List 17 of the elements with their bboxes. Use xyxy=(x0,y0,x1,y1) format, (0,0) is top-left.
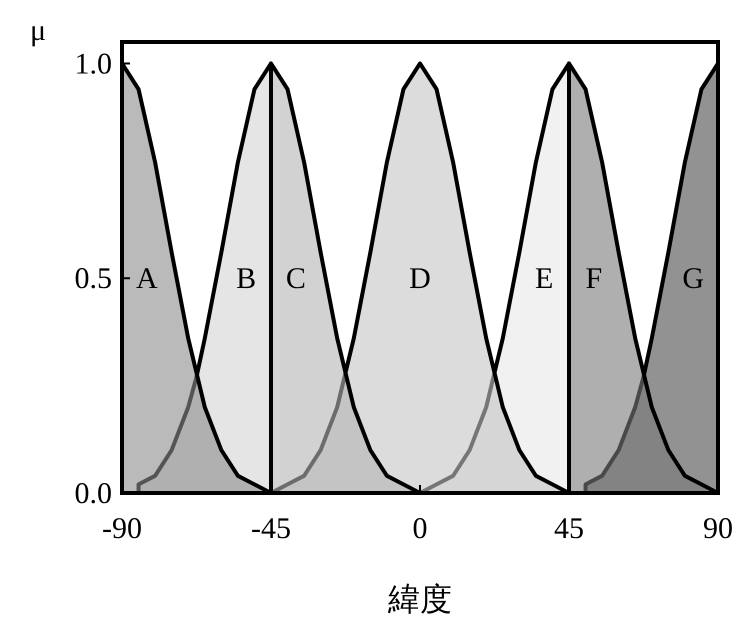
series-label: D xyxy=(409,262,431,296)
y-tick-label: 1.0 xyxy=(74,47,112,80)
x-tick-label: 45 xyxy=(554,512,584,545)
x-tick-label: -45 xyxy=(251,512,291,545)
y-tick-label: 0.0 xyxy=(74,477,112,510)
series-label: B xyxy=(236,262,256,296)
series-label: G xyxy=(682,262,704,296)
x-tick-label: 90 xyxy=(703,512,733,545)
y-axis-title: μ xyxy=(30,14,46,47)
y-tick-label: 0.5 xyxy=(74,262,112,296)
series-label: F xyxy=(585,262,602,296)
x-tick-label: -90 xyxy=(102,512,142,545)
x-tick-label: 0 xyxy=(412,512,428,545)
series-label: E xyxy=(535,262,554,296)
series-label: A xyxy=(136,262,158,296)
x-axis-title: 緯度 xyxy=(387,581,452,617)
series-label: C xyxy=(286,262,306,296)
